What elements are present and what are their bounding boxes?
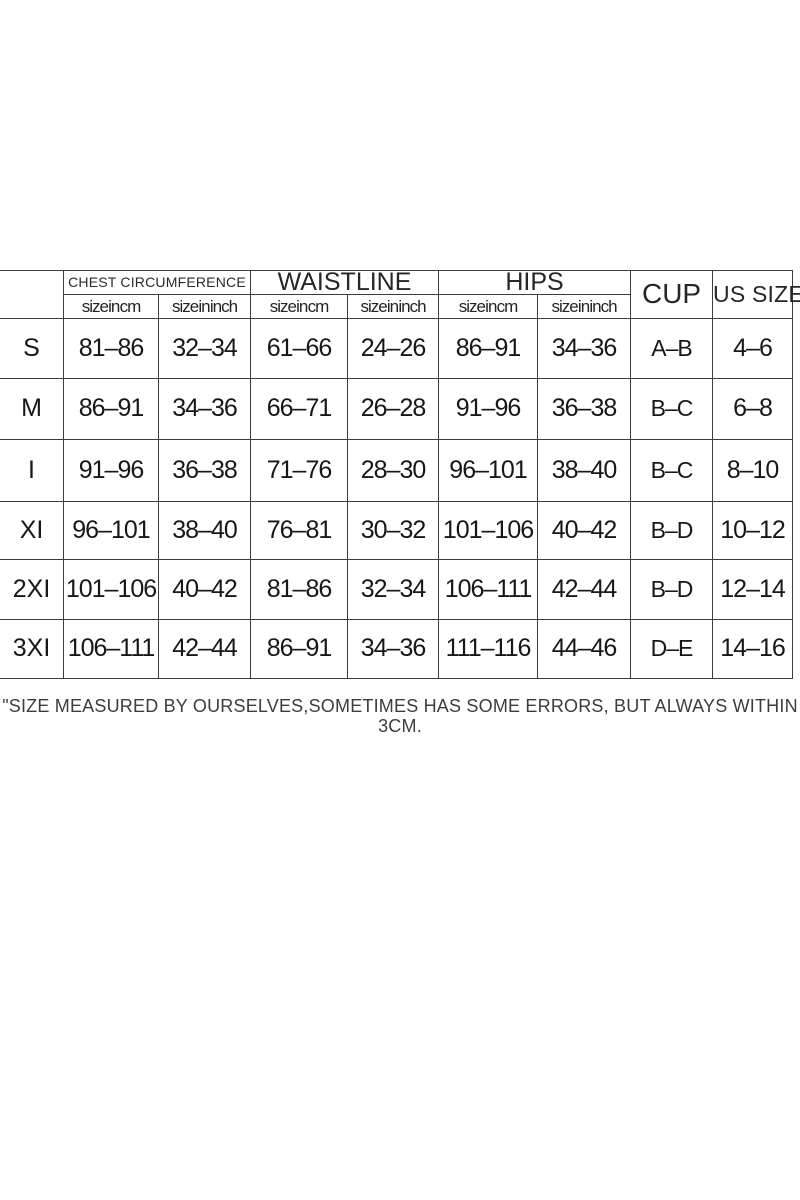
waist-cm-value: 66–71 bbox=[250, 377, 348, 440]
table-row-2xl: 2XI 101–106 40–42 81–86 32–34 106–111 42… bbox=[0, 558, 794, 620]
size-label: XI bbox=[0, 500, 64, 560]
header-hips: HIPS bbox=[438, 270, 632, 295]
table-row-s: S 81–86 32–34 61–66 24–26 86–91 34–36 A–… bbox=[0, 317, 794, 379]
table-row-m: M 86–91 34–36 66–71 26–28 91–96 36–38 B–… bbox=[0, 377, 794, 440]
chest-inch-value: 32–34 bbox=[158, 317, 251, 379]
chest-inch-value: 36–38 bbox=[158, 438, 251, 502]
measurement-disclaimer-text: "SIZE MEASURED BY OURSELVES,SOMETIMES HA… bbox=[2, 696, 798, 736]
hips-cm-value: 96–101 bbox=[438, 438, 539, 502]
hips-cm-value: 101–106 bbox=[438, 500, 539, 560]
size-label: 2XI bbox=[0, 558, 64, 620]
corner-empty-cell bbox=[0, 270, 64, 319]
cup-value: B–D bbox=[630, 558, 714, 620]
hips-inch-value: 42–44 bbox=[537, 558, 632, 620]
size-label: M bbox=[0, 377, 64, 440]
table-row-3xl: 3XI 106–111 42–44 86–91 34–36 111–116 44… bbox=[0, 618, 794, 679]
chest-inch-value: 40–42 bbox=[158, 558, 251, 620]
header-chest-circumference: CHEST CIRCUMFERENCE bbox=[63, 270, 251, 295]
subheader-waist-inch: size in inch bbox=[346, 293, 440, 319]
size-label: S bbox=[0, 317, 64, 379]
chest-cm-value: 106–111 bbox=[63, 618, 159, 679]
hips-inch-value: 34–36 bbox=[537, 317, 632, 379]
subheader-chest-cm: size in cm bbox=[63, 293, 159, 319]
waist-inch-value: 30–32 bbox=[346, 500, 440, 560]
waist-cm-value: 86–91 bbox=[250, 618, 348, 679]
us-size-value: 12–14 bbox=[712, 558, 794, 620]
us-size-value: 8–10 bbox=[712, 438, 794, 502]
chest-inch-value: 38–40 bbox=[158, 500, 251, 560]
chest-inch-value: 34–36 bbox=[158, 377, 251, 440]
us-size-value: 10–12 bbox=[712, 500, 794, 560]
chest-inch-value: 42–44 bbox=[158, 618, 251, 679]
us-size-value: 4–6 bbox=[712, 317, 794, 379]
size-label: I bbox=[0, 438, 64, 502]
size-label: 3XI bbox=[0, 618, 64, 679]
subheader-waist-cm: size in cm bbox=[250, 293, 348, 319]
hips-cm-value: 111–116 bbox=[438, 618, 539, 679]
cup-value: B–C bbox=[630, 377, 714, 440]
waist-inch-value: 32–34 bbox=[346, 558, 440, 620]
cup-value: D–E bbox=[630, 618, 714, 679]
waist-cm-value: 76–81 bbox=[250, 500, 348, 560]
chest-cm-value: 86–91 bbox=[63, 377, 159, 440]
chest-cm-value: 101–106 bbox=[63, 558, 159, 620]
waist-cm-value: 71–76 bbox=[250, 438, 348, 502]
hips-inch-value: 38–40 bbox=[537, 438, 632, 502]
waist-inch-value: 28–30 bbox=[346, 438, 440, 502]
us-size-value: 14–16 bbox=[712, 618, 794, 679]
subheader-chest-inch: size in inch bbox=[158, 293, 251, 319]
cup-value: A–B bbox=[630, 317, 714, 379]
waist-cm-value: 61–66 bbox=[250, 317, 348, 379]
waist-inch-value: 26–28 bbox=[346, 377, 440, 440]
waist-inch-value: 34–36 bbox=[346, 618, 440, 679]
header-cup: CUP bbox=[630, 270, 714, 319]
chest-cm-value: 81–86 bbox=[63, 317, 159, 379]
waist-inch-value: 24–26 bbox=[346, 317, 440, 379]
hips-cm-value: 86–91 bbox=[438, 317, 539, 379]
subheader-hips-inch: size in inch bbox=[537, 293, 632, 319]
table-row-l: I 91–96 36–38 71–76 28–30 96–101 38–40 B… bbox=[0, 438, 794, 502]
hips-inch-value: 36–38 bbox=[537, 377, 632, 440]
cup-value: B–C bbox=[630, 438, 714, 502]
subheader-hips-cm: size in cm bbox=[438, 293, 539, 319]
waist-cm-value: 81–86 bbox=[250, 558, 348, 620]
header-us-size: US SIZE bbox=[712, 270, 800, 319]
hips-cm-value: 91–96 bbox=[438, 377, 539, 440]
hips-inch-value: 44–46 bbox=[537, 618, 632, 679]
chest-cm-value: 96–101 bbox=[63, 500, 159, 560]
chest-cm-value: 91–96 bbox=[63, 438, 159, 502]
us-size-value: 6–8 bbox=[712, 377, 794, 440]
header-waistline: WAISTLINE bbox=[249, 270, 440, 295]
size-chart-table: CHEST CIRCUMFERENCE WAISTLINE HIPS CUP U… bbox=[0, 270, 800, 679]
cup-value: B–D bbox=[630, 500, 714, 560]
hips-cm-value: 106–111 bbox=[438, 558, 539, 620]
hips-inch-value: 40–42 bbox=[537, 500, 632, 560]
table-row-xl: XI 96–101 38–40 76–81 30–32 101–106 40–4… bbox=[0, 500, 794, 560]
